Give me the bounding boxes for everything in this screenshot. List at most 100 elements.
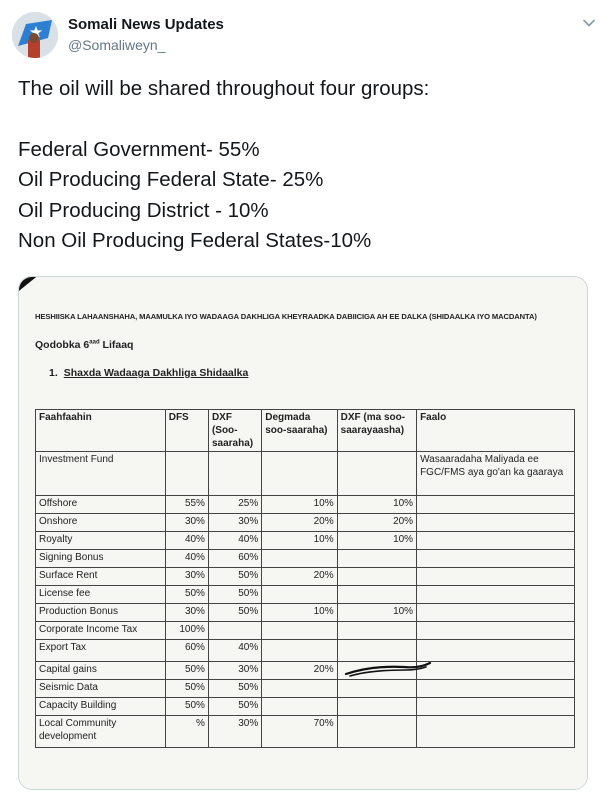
- table-cell: 50%: [164, 679, 209, 698]
- table-cell: [416, 495, 575, 514]
- document-header: HESHIISKA LAHAANSHAHA, MAAMULKA IYO WADA…: [35, 312, 537, 321]
- table-cell: 40%: [164, 531, 209, 550]
- table-cell: License fee: [35, 585, 166, 604]
- table-row: Production Bonus 30% 50% 10% 10%: [35, 603, 575, 622]
- avatar[interactable]: [12, 12, 58, 58]
- table-cell: 10%: [336, 495, 418, 514]
- chevron-down-icon[interactable]: [582, 16, 596, 30]
- table-cell: Capacity Building: [35, 697, 166, 716]
- table-cell: 20%: [261, 661, 338, 680]
- table-cell: [416, 549, 575, 568]
- table-header-cell: DFS: [164, 409, 209, 452]
- table-cell: 20%: [261, 567, 338, 586]
- table-cell: [416, 639, 575, 662]
- table-row: Royalty 40% 40% 10% 10%: [35, 531, 575, 550]
- table-cell: Capital gains: [35, 661, 166, 680]
- table-cell: 50%: [207, 697, 263, 716]
- document-corner: [19, 277, 47, 293]
- table-header-cell: DXF (ma soo-saarayaasha): [336, 409, 418, 452]
- table-cell: 10%: [336, 531, 418, 550]
- tweet-intro: The oil will be shared throughout four g…: [18, 77, 430, 100]
- table-cell: 10%: [261, 603, 338, 622]
- table-cell: 40%: [164, 549, 209, 568]
- table-header-cell: Faahfaahin: [35, 409, 166, 452]
- table-cell: Surface Rent: [35, 567, 166, 586]
- table-cell: Offshore: [35, 495, 166, 514]
- table-cell: 50%: [164, 585, 209, 604]
- table-cell: [336, 451, 418, 496]
- table-cell: 30%: [207, 715, 263, 748]
- table-row: Signing Bonus 40% 60%: [35, 549, 575, 568]
- table-cell: [261, 549, 338, 568]
- avatar-image: [12, 12, 58, 58]
- tweet-header: Somali News Updates @Somaliweyn_: [12, 10, 598, 62]
- pen-scribble-mark: [344, 661, 432, 677]
- table-cell: %: [164, 715, 209, 748]
- table-cell: [336, 621, 418, 640]
- table-cell: 40%: [207, 531, 263, 550]
- table-row: Local Community development% 30% 70%: [35, 715, 575, 748]
- table-cell: [336, 549, 418, 568]
- article-label: Qodobka 6aad Lifaaq: [35, 339, 134, 351]
- table-cell: 10%: [261, 495, 338, 514]
- table-cell: Investment Fund: [35, 451, 166, 496]
- tweet-line: Federal Government- 55%: [18, 137, 260, 161]
- table-cell: [261, 621, 338, 640]
- table-cell: 50%: [207, 603, 263, 622]
- table-row: Seismic Data 50% 50%: [35, 679, 575, 698]
- table-cell: Signing Bonus: [35, 549, 166, 568]
- table-row: Surface Rent 30% 50% 20%: [35, 567, 575, 586]
- table-header-cell: DXF (Soo-saaraha): [207, 409, 263, 452]
- document-photo: HESHIISKA LAHAANSHAHA, MAAMULKA IYO WADA…: [19, 277, 587, 789]
- tweet-line: Oil Producing Federal State- 25%: [18, 168, 324, 191]
- table-cell: [261, 585, 338, 604]
- table-cell: Wasaaradaha Maliyada ee FGC/FMS aya go'a…: [416, 451, 575, 496]
- table-cell: 10%: [336, 603, 418, 622]
- table-cell: [336, 639, 418, 662]
- table-cell: 30%: [207, 661, 263, 680]
- table-row: Export Tax 60% 40%: [35, 639, 575, 662]
- table-row: Capital gains 50% 30% 20%: [35, 661, 575, 680]
- table-cell: 50%: [207, 585, 263, 604]
- table-row: Corporate Income Tax 100%: [35, 621, 575, 640]
- table-cell: [336, 585, 418, 604]
- table-cell: 55%: [164, 495, 209, 514]
- table-cell: Seismic Data: [35, 679, 166, 698]
- table-header-cell: Faalo: [416, 409, 575, 452]
- table-cell: 30%: [164, 513, 209, 532]
- table-cell: 30%: [164, 603, 209, 622]
- table-cell: [416, 603, 575, 622]
- table-cell: 10%: [261, 531, 338, 550]
- tweet-media-image[interactable]: HESHIISKA LAHAANSHAHA, MAAMULKA IYO WADA…: [18, 276, 588, 790]
- table-cell: Production Bonus: [35, 603, 166, 622]
- table-cell: [207, 451, 263, 496]
- table-cell: [336, 567, 418, 586]
- table-cell: [336, 715, 418, 748]
- table-cell: Corporate Income Tax: [35, 621, 166, 640]
- table-cell: Export Tax: [35, 639, 166, 662]
- table-cell: 25%: [207, 495, 263, 514]
- table-cell: [336, 697, 418, 716]
- table-cell: 50%: [207, 679, 263, 698]
- table-row: Offshore 55% 25% 10% 10%: [35, 495, 575, 514]
- table-cell: 30%: [164, 567, 209, 586]
- table-row: Investment Fund Wasaaradaha Maliyada ee F…: [35, 451, 575, 496]
- table-cell: 60%: [207, 549, 263, 568]
- table-cell: 50%: [164, 697, 209, 716]
- author-handle[interactable]: @Somaliweyn_: [68, 37, 166, 53]
- table-cell: [416, 513, 575, 532]
- table-cell: Royalty: [35, 531, 166, 550]
- table-cell: [416, 661, 575, 680]
- table-cell: [416, 679, 575, 698]
- table-cell: [261, 451, 338, 496]
- table-cell: [261, 697, 338, 716]
- table-cell: [416, 585, 575, 604]
- table-cell: [164, 451, 209, 496]
- table-cell: 100%: [164, 621, 209, 640]
- table-cell: [261, 639, 338, 662]
- table-cell: [207, 621, 263, 640]
- author-display-name[interactable]: Somali News Updates: [68, 16, 224, 33]
- table-cell: 60%: [164, 639, 209, 662]
- table-cell: [416, 715, 575, 748]
- table-row: Onshore 30% 30% 20% 20%: [35, 513, 575, 532]
